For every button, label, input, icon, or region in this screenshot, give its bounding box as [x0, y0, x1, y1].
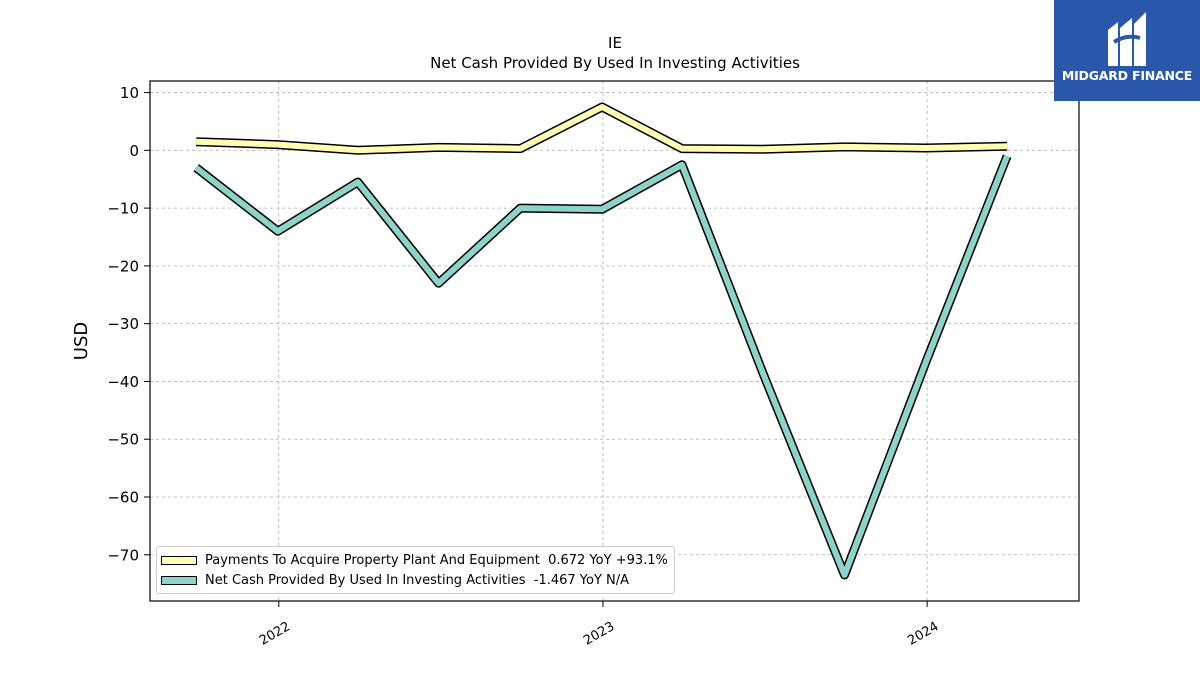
y-tick-label: −20 [107, 257, 139, 275]
legend-swatch-investing [161, 575, 197, 585]
x-tick-label: 2022 [257, 619, 293, 649]
x-tick-label: 2023 [581, 619, 617, 649]
plot-frame [149, 80, 1080, 602]
series-fill-line [194, 154, 1010, 578]
y-tick-label: −40 [107, 373, 139, 391]
series-outline [196, 102, 1008, 155]
y-tick-label: −50 [107, 431, 139, 449]
legend-item-capex: Payments To Acquire Property Plant And E… [161, 550, 668, 570]
series-line-investing [193, 154, 1012, 580]
series-line-capex [196, 102, 1008, 155]
logo-mark-icon [1108, 12, 1146, 66]
y-tick-label: −70 [107, 546, 139, 564]
chart-title: IE [608, 34, 622, 52]
legend-label-capex: Payments To Acquire Property Plant And E… [205, 552, 668, 568]
series-lines [193, 102, 1012, 580]
y-axis-label: USD [71, 322, 92, 360]
series-fill-line [196, 104, 1008, 154]
y-tick-label: −10 [107, 200, 139, 218]
chart-legend: Payments To Acquire Property Plant And E… [156, 546, 675, 594]
y-tick-label: −60 [107, 489, 139, 507]
x-tick-label: 2024 [905, 619, 941, 649]
y-tick-label: 0 [129, 142, 139, 160]
legend-swatch-capex [161, 555, 197, 565]
midgard-finance-logo: MIDGARD FINANCE [1054, 0, 1200, 101]
y-tick-label: 10 [120, 84, 139, 102]
y-tick-label: −30 [107, 315, 139, 333]
legend-item-investing: Net Cash Provided By Used In Investing A… [161, 570, 668, 590]
grid-lines [150, 81, 1079, 601]
chart-subtitle: Net Cash Provided By Used In Investing A… [430, 54, 800, 72]
logo-text: MIDGARD FINANCE [1061, 68, 1193, 83]
legend-label-investing: Net Cash Provided By Used In Investing A… [205, 572, 630, 588]
series-outline [193, 154, 1012, 580]
